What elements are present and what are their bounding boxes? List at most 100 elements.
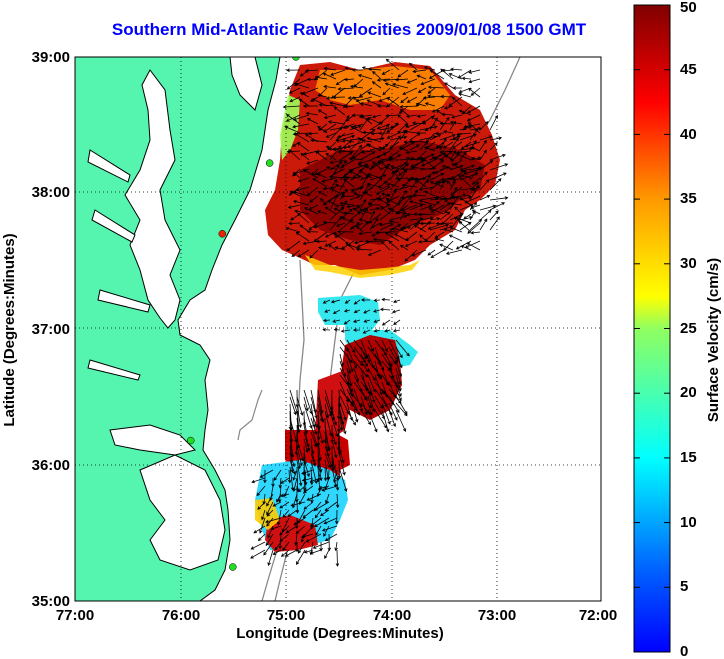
velocity-arrow: [416, 74, 427, 80]
velocity-arrow: [440, 68, 454, 80]
velocity-arrow: [449, 120, 463, 125]
velocity-arrow: [296, 142, 310, 152]
velocity-arrow: [335, 493, 340, 509]
velocity-arrow: [340, 329, 351, 333]
velocity-arrow: [346, 204, 364, 209]
velocity-arrow: [374, 395, 383, 409]
velocity-arrow: [459, 204, 474, 211]
velocity-arrow: [339, 218, 354, 231]
velocity-arrow: [461, 193, 472, 197]
colorbar-tick-10: 50: [680, 0, 697, 16]
velocity-arrow: [360, 346, 367, 361]
velocity-arrow: [319, 541, 323, 552]
velocity-arrow: [419, 221, 432, 231]
velocity-arrow: [382, 87, 391, 96]
velocity-arrow: [353, 299, 361, 305]
velocity-arrow: [280, 549, 290, 557]
velocity-arrow: [343, 319, 351, 325]
velocity-arrow: [250, 549, 266, 559]
velocity-arrow: [440, 94, 454, 99]
colorbar-tick-8: 40: [680, 126, 697, 143]
velocity-arrow: [306, 493, 322, 501]
velocity-arrow: [479, 171, 488, 181]
velocity-arrow: [439, 151, 453, 161]
velocity-arrow: [339, 402, 347, 421]
velocity-arrow: [335, 78, 346, 86]
velocity-arrow: [379, 163, 391, 171]
velocity-arrow: [395, 353, 403, 369]
velocity-arrow: [369, 161, 382, 171]
velocity-arrow: [314, 509, 322, 519]
velocity-arrow: [304, 69, 319, 73]
x-tick-0: 77:00: [56, 607, 94, 624]
chesapeake-bay: [124, 69, 181, 329]
velocity-arrow: [337, 87, 355, 91]
x-tick-3: 74:00: [373, 607, 411, 624]
velocity-arrow: [374, 367, 382, 380]
velocity-arrow: [439, 121, 454, 126]
velocity-arrow: [479, 139, 487, 151]
velocity-arrow: [360, 115, 373, 125]
velocity-arrow: [324, 533, 338, 542]
velocity-arrow: [315, 150, 328, 161]
velocity-arrow: [335, 139, 346, 143]
velocity-arrow: [272, 549, 282, 555]
velocity-arrow: [371, 114, 382, 119]
velocity-arrow: [439, 133, 456, 141]
velocity-arrow: [308, 204, 319, 210]
velocity-arrow: [383, 180, 400, 188]
velocity-arrow: [399, 163, 410, 171]
colorbar-tick-7: 35: [680, 190, 697, 207]
velocity-arrow: [251, 477, 266, 484]
velocity-arrow: [395, 339, 410, 357]
velocity-arrow: [303, 431, 311, 452]
velocity-arrow: [395, 346, 403, 359]
velocity-arrow: [439, 179, 446, 191]
velocity-arrow: [427, 87, 436, 94]
velocity-arrow: [358, 218, 373, 224]
velocity-arrow: [419, 216, 434, 221]
velocity-arrow: [449, 150, 456, 161]
velocity-arrow: [381, 339, 388, 353]
velocity-arrow: [349, 137, 364, 151]
velocity-arrow: [358, 170, 373, 179]
velocity-arrow: [339, 346, 353, 364]
velocity-arrow: [409, 144, 420, 151]
velocity-arrow: [429, 69, 445, 80]
velocity-arrow: [310, 138, 328, 143]
velocity-arrow: [324, 452, 332, 469]
velocity-arrow: [297, 485, 306, 493]
velocity-arrow: [456, 132, 472, 137]
velocity-arrow: [332, 95, 346, 100]
velocity-arrow: [399, 123, 409, 131]
velocity-arrow: [439, 150, 454, 154]
velocity-arrow: [359, 207, 369, 221]
velocity-arrow: [259, 469, 274, 478]
velocity-arrow: [339, 168, 353, 181]
velocity-arrow: [349, 125, 362, 131]
velocity-arrow: [343, 309, 351, 313]
velocity-arrow: [267, 549, 274, 566]
x-tick-5: 72:00: [579, 607, 617, 624]
velocity-arrow: [467, 121, 481, 134]
velocity-arrow: [366, 99, 382, 107]
velocity-arrow: [360, 360, 369, 373]
velocity-arrow: [295, 186, 310, 192]
velocity-arrow: [285, 114, 301, 125]
velocity-arrow: [444, 82, 454, 89]
velocity-arrow: [334, 246, 346, 251]
velocity-arrow: [489, 172, 507, 181]
velocity-arrow: [287, 509, 298, 517]
velocity-arrow: [402, 87, 418, 96]
velocity-arrow: [449, 137, 459, 151]
velocity-arrow: [356, 225, 364, 233]
velocity-arrow: [479, 160, 494, 171]
velocity-arrow: [455, 153, 472, 161]
velocity-arrow: [385, 58, 400, 71]
velocity-arrow: [359, 143, 370, 151]
velocity-arrow: [360, 353, 368, 367]
velocity-arrow: [352, 319, 361, 323]
plot-frame: [74, 56, 602, 602]
velocity-arrow: [325, 152, 337, 161]
